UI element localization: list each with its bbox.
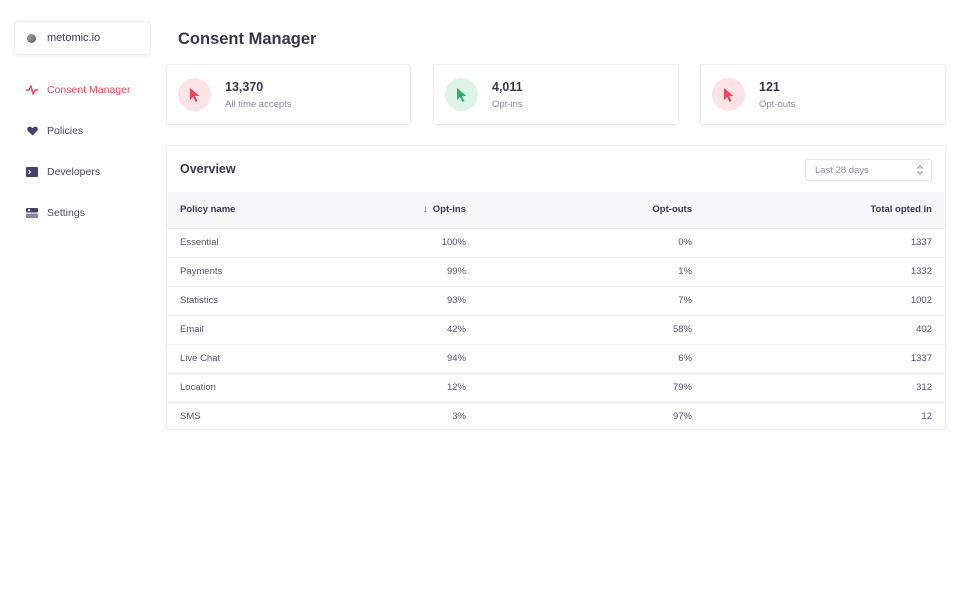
table-row[interactable]: SMS 3% 97% 12 (167, 401, 945, 431)
sidebar-item-policies[interactable]: Policies (0, 121, 160, 141)
cell-opt-ins: 94% (327, 343, 479, 373)
cell-opt-outs: 0% (479, 227, 705, 257)
org-name: metomic.io (47, 32, 101, 44)
overview-table: Policy name ↓ Opt-ins Opt-outs Total opte… (167, 192, 945, 431)
table-row[interactable]: Email 42% 58% 402 (167, 314, 945, 344)
table-row[interactable]: Statistics 93% 7% 1002 (167, 285, 945, 315)
stat-label: Opt-ins (492, 98, 523, 110)
overview-panel: Overview Last 28 days Policy name ↓ Opt-i… (166, 145, 946, 431)
cell-opt-ins: 100% (327, 227, 479, 257)
cell-opt-ins: 93% (327, 285, 479, 315)
cell-policy-name: SMS (167, 401, 327, 431)
sidebar-item-label: Developers (47, 166, 101, 178)
toggle-icon (26, 207, 38, 219)
cell-total-opted-in: 312 (705, 372, 945, 402)
cursor-icon (712, 78, 745, 111)
overview-title: Overview (180, 162, 236, 176)
stat-card-all-time-accepts: 13,370 All time accepts (166, 64, 411, 125)
stat-value: 121 (759, 79, 780, 94)
terminal-icon (26, 166, 38, 178)
cursor-icon (178, 78, 211, 111)
cell-policy-name: Essential (167, 227, 327, 257)
stat-card-opt-outs: 121 Opt-outs (700, 64, 946, 125)
stat-label: Opt-outs (759, 98, 796, 110)
pulse-icon (26, 84, 38, 96)
cell-opt-outs: 7% (479, 285, 705, 315)
page-title: Consent Manager (178, 30, 317, 48)
table-header-row: Policy name ↓ Opt-ins Opt-outs Total opte… (167, 192, 945, 228)
sidebar-item-settings[interactable]: Settings (0, 203, 160, 223)
cursor-icon (445, 78, 478, 111)
cell-total-opted-in: 1337 (705, 343, 945, 373)
table-row[interactable]: Essential 100% 0% 1337 (167, 227, 945, 257)
cell-opt-ins: 99% (327, 256, 479, 286)
sort-down-icon: ↓ (423, 204, 428, 215)
stat-label: All time accepts (225, 98, 292, 110)
sidebar-nav: Consent Manager Policies Developers Sett… (0, 80, 160, 244)
org-switcher[interactable]: metomic.io (14, 21, 151, 55)
cell-total-opted-in: 1002 (705, 285, 945, 315)
cell-opt-outs: 79% (479, 372, 705, 402)
cell-opt-ins: 3% (327, 401, 479, 431)
date-range-value: Last 28 days (815, 164, 869, 176)
cell-opt-outs: 97% (479, 401, 705, 431)
sidebar-item-label: Settings (47, 207, 85, 219)
stat-value: 13,370 (225, 79, 264, 94)
table-row[interactable]: Payments 99% 1% 1332 (167, 256, 945, 286)
cell-total-opted-in: 402 (705, 314, 945, 344)
table-row[interactable]: Live Chat 94% 6% 1337 (167, 343, 945, 373)
heart-icon (26, 125, 38, 137)
globe-icon (27, 33, 36, 43)
sidebar-item-label: Consent Manager (47, 84, 131, 96)
cell-policy-name: Statistics (167, 285, 327, 315)
cell-total-opted-in: 1337 (705, 227, 945, 257)
sidebar-item-consent-manager[interactable]: Consent Manager (0, 80, 160, 100)
cell-policy-name: Location (167, 372, 327, 402)
cell-opt-ins: 42% (327, 314, 479, 344)
table-row[interactable]: Location 12% 79% 312 (167, 372, 945, 402)
column-header-opt-ins[interactable]: ↓ Opt-ins (327, 192, 479, 228)
column-header-opt-outs[interactable]: Opt-outs (652, 204, 692, 216)
cell-opt-outs: 1% (479, 256, 705, 286)
stat-value: 4,011 (492, 79, 523, 94)
cell-policy-name: Email (167, 314, 327, 344)
cell-total-opted-in: 1332 (705, 256, 945, 286)
column-header-label: Opt-ins (432, 204, 466, 216)
cell-opt-ins: 12% (327, 372, 479, 402)
cell-opt-outs: 58% (479, 314, 705, 344)
sidebar: metomic.io Consent Manager Policies Deve… (0, 0, 160, 613)
date-range-select[interactable]: Last 28 days (805, 159, 932, 181)
cell-policy-name: Payments (167, 256, 327, 286)
column-header-policy-name[interactable]: Policy name (180, 204, 236, 216)
cell-total-opted-in: 12 (705, 401, 945, 431)
cell-opt-outs: 6% (479, 343, 705, 373)
cell-policy-name: Live Chat (167, 343, 327, 373)
column-header-total-opted-in[interactable]: Total opted in (870, 204, 932, 216)
stat-card-opt-ins: 4,011 Opt-ins (433, 64, 679, 125)
sidebar-item-developers[interactable]: Developers (0, 162, 160, 182)
updown-chevron-icon (917, 165, 923, 175)
sidebar-item-label: Policies (47, 125, 84, 137)
